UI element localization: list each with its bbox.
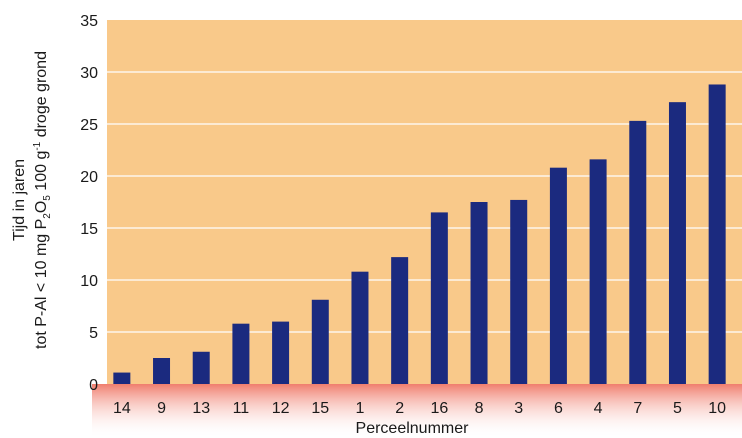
x-axis-title: Perceelnummer <box>356 420 470 437</box>
y-axis-title: Tijd in jaren tot P-Al < 10 mg P2O5 100 … <box>11 51 53 349</box>
y-tick-label: 10 <box>80 273 98 290</box>
y-axis-title-part-b: O <box>33 201 50 213</box>
x-tick-label: 7 <box>633 400 642 417</box>
x-tick-label: 4 <box>594 400 603 417</box>
x-tick-label: 11 <box>233 400 250 417</box>
x-tick-label: 2 <box>395 400 404 417</box>
y-axis-title-part-c: 100 g <box>33 151 50 195</box>
x-tick-label: 9 <box>157 400 166 417</box>
bar <box>351 272 368 384</box>
bar <box>510 200 527 384</box>
bar <box>550 168 567 384</box>
y-tick-label: 25 <box>80 117 98 134</box>
x-tick-label: 13 <box>192 400 210 417</box>
x-tick-label: 16 <box>430 400 448 417</box>
y-tick-label: 20 <box>80 169 98 186</box>
x-tick-label: 15 <box>311 400 329 417</box>
x-tick-label: 1 <box>356 400 365 417</box>
y-axis-title-line1: Tijd in jaren <box>11 159 28 241</box>
bar <box>709 84 726 384</box>
x-tick-label: 10 <box>708 400 726 417</box>
bar <box>232 324 249 384</box>
bar <box>272 322 289 384</box>
bar <box>113 373 130 384</box>
bar <box>629 121 646 384</box>
x-tick-label: 8 <box>475 400 484 417</box>
x-tick-label: 5 <box>673 400 682 417</box>
y-axis-title-line2: tot P-Al < 10 mg P2O5 100 g-1 droge gron… <box>32 51 53 349</box>
x-tick-label: 3 <box>514 400 523 417</box>
bar <box>669 102 686 384</box>
bar <box>312 300 329 384</box>
y-tick-label: 0 <box>89 377 98 394</box>
x-tick-label: 14 <box>113 400 131 417</box>
y-tick-label: 30 <box>80 65 98 82</box>
bar <box>590 159 607 384</box>
bar <box>193 352 210 384</box>
plot-background <box>107 20 742 384</box>
y-ticks: 0 5 10 15 20 25 30 35 <box>80 13 98 394</box>
bar <box>391 257 408 384</box>
bar <box>153 358 170 384</box>
y-axis-title-part-a: tot P-Al < 10 mg P <box>33 219 50 349</box>
x-tick-label: 6 <box>554 400 563 417</box>
bar <box>471 202 488 384</box>
y-axis-title-part-d: droge grond <box>33 51 50 142</box>
x-tick-label: 12 <box>272 400 290 417</box>
y-tick-label: 35 <box>80 13 98 30</box>
y-tick-label: 5 <box>89 325 98 342</box>
bar <box>431 212 448 384</box>
y-tick-label: 15 <box>80 221 98 238</box>
